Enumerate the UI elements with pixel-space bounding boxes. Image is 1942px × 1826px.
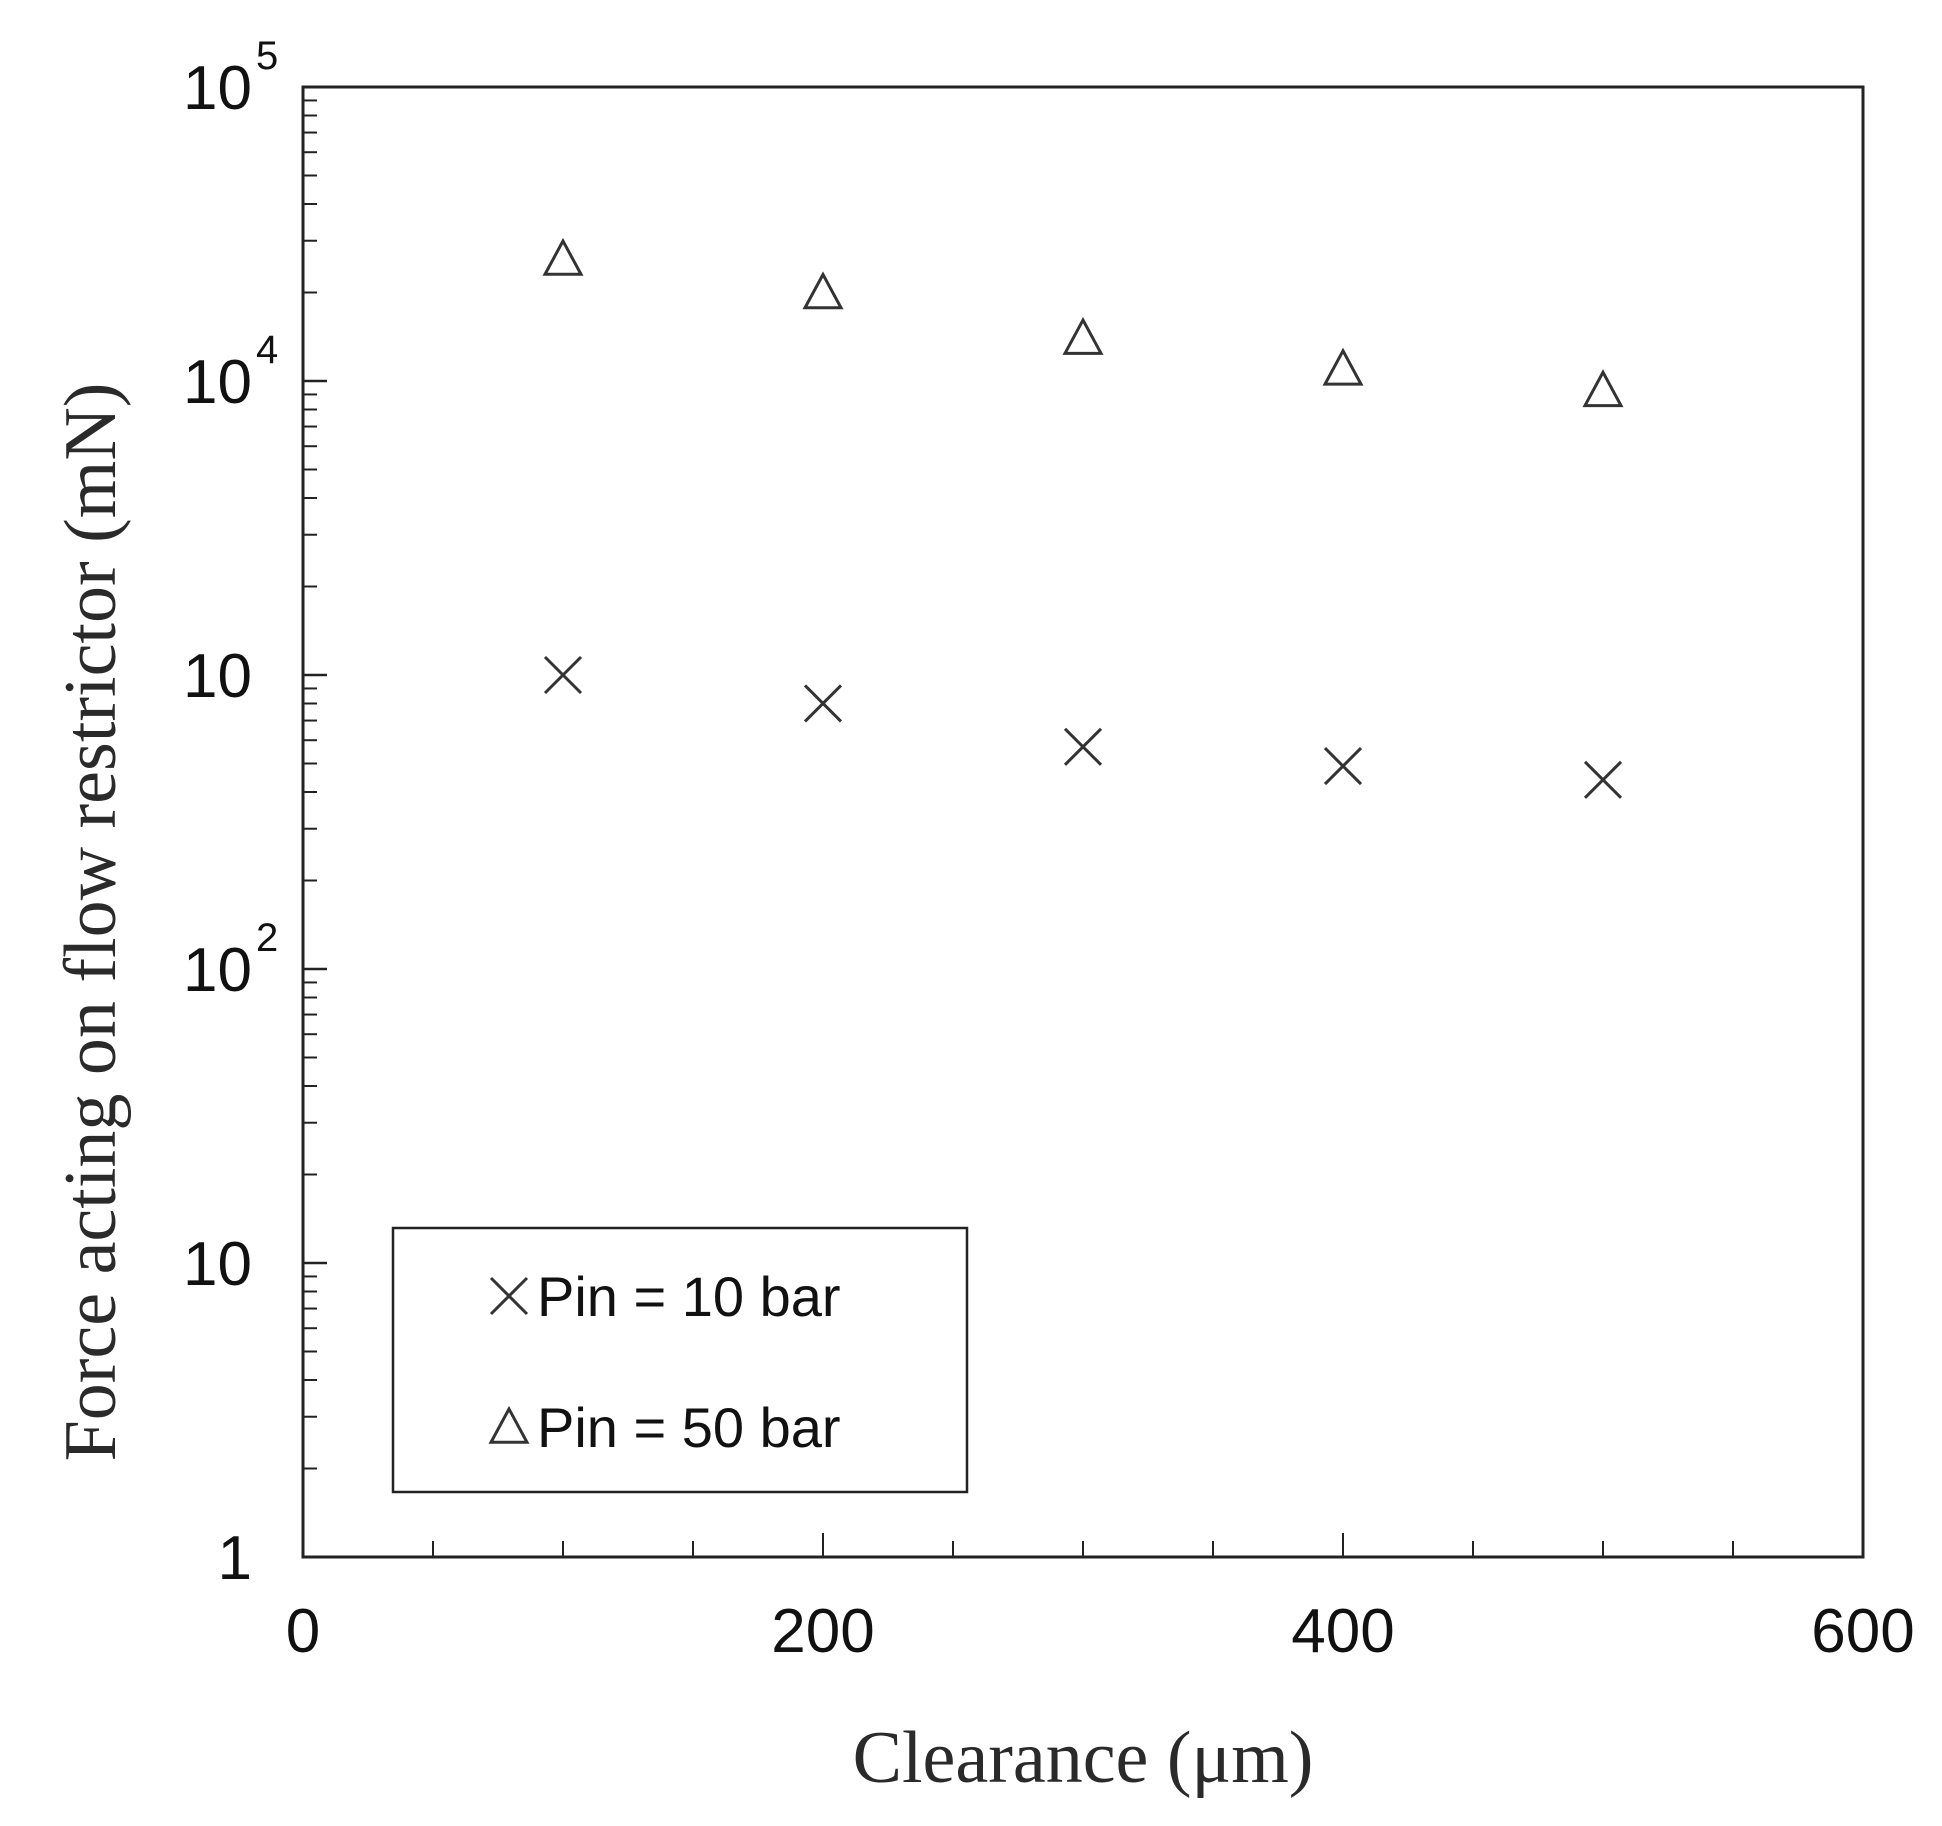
legend-x-icon — [489, 1276, 529, 1316]
legend-label-pin-10: Pin = 10 bar — [537, 1265, 841, 1328]
legend-triangle-icon — [488, 1405, 530, 1444]
x-tick-label: 0 — [286, 1597, 320, 1666]
data-points — [542, 237, 1624, 799]
marker-stroke — [803, 684, 843, 723]
legend: Pin = 10 bar Pin = 50 bar — [391, 1226, 969, 1494]
y-tick-exponent: 2 — [256, 916, 278, 960]
point-pin-10-bar — [1583, 760, 1623, 799]
x-tick-label: 200 — [771, 1597, 874, 1666]
minor-ticks — [303, 99, 1734, 1557]
y-tick-label: 10 — [183, 936, 252, 1005]
x-axis-title: Clearance (μm) — [853, 1717, 1314, 1799]
marker-stroke — [1323, 747, 1363, 786]
point-pin-10-bar — [1323, 747, 1363, 786]
y-tick-label: 10 — [183, 1230, 252, 1299]
x-tick-label: 600 — [1811, 1597, 1914, 1666]
marker-stroke — [1063, 727, 1103, 766]
legend-box — [391, 1226, 969, 1494]
point-pin-50-bar — [542, 237, 584, 276]
y-tick-exponent: 5 — [256, 34, 278, 78]
point-pin-10-bar — [1063, 727, 1103, 766]
x-tick-labels: 0 200 400 600 — [286, 1597, 1915, 1666]
legend-marker-x — [489, 1276, 529, 1316]
y-tick-exponent: 4 — [256, 328, 278, 372]
point-pin-50-bar — [802, 271, 844, 310]
legend-marker-triangle — [488, 1405, 530, 1444]
y-tick-label: 10 — [183, 54, 252, 123]
x-tick-label: 400 — [1291, 1597, 1394, 1666]
legend-label-pin-50: Pin = 50 bar — [537, 1396, 841, 1459]
point-pin-10-bar — [803, 684, 843, 723]
y-tick-label: 1 — [218, 1524, 252, 1593]
y-tick-label: 10 — [183, 348, 252, 417]
point-pin-50-bar — [1582, 369, 1624, 408]
y-axis-title: Force acting on flow restrictor (mN) — [50, 383, 132, 1462]
marker-stroke — [489, 1276, 529, 1316]
marker-stroke — [543, 655, 583, 695]
point-pin-50-bar — [1062, 316, 1104, 355]
point-pin-10-bar — [543, 655, 583, 695]
plot-area-frame — [301, 85, 1865, 1559]
point-pin-50-bar — [1322, 347, 1364, 386]
y-tick-label: 10 — [183, 642, 252, 711]
marker-stroke — [1583, 760, 1623, 799]
